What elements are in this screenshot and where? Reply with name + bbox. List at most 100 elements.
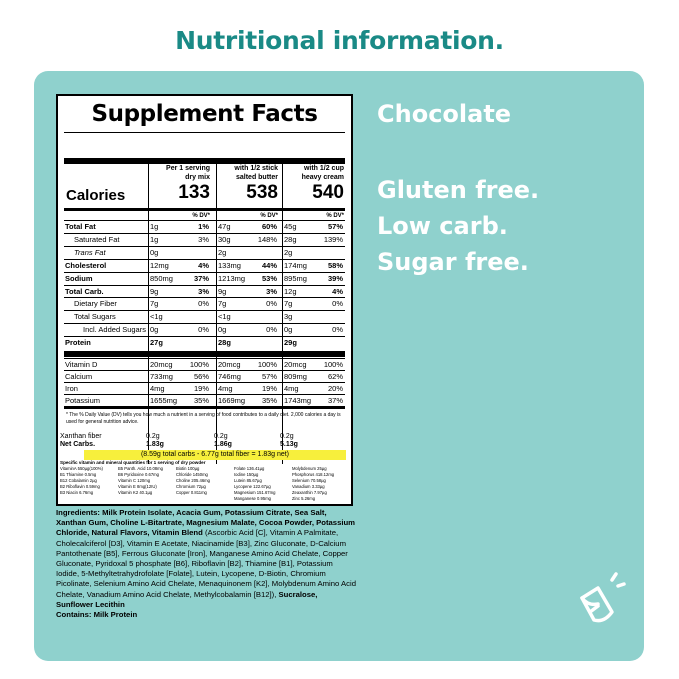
nutrient-amount: 7g [218,299,227,309]
contains-allergens: Contains: Milk Protein [56,610,138,620]
nutrient-name: Total Sugars [74,312,116,322]
nutrient-dv: 60% [261,222,277,231]
nutrient-dv: 19% [261,384,277,393]
nutrient-dv: 100% [323,360,343,369]
nutrient-dv: 0% [332,299,343,309]
vitamin-entry: B1 Thiamine 0.5mg [60,472,97,477]
nutrient-amount: 0g [284,325,293,335]
nutrient-row: Potassium 1655mg 35% 1669mg 35% 1743mg 37% [64,394,345,406]
nutrient-dv: 35% [261,396,277,405]
vitamin-column: Molybdenum 25µg Phosphorus 418.12mg Seleni… [292,466,348,502]
nutrient-amount: 1g [150,222,159,231]
nutrient-amount: 9g [218,286,227,296]
nutrient-amount: 28g [284,234,297,244]
nutrient-dv: 62% [327,372,343,381]
nutrient-dv: 0% [266,299,277,309]
nutrient-dv: 0% [198,299,209,309]
divider [64,132,345,133]
nutrient-name: Total Fat [65,222,96,231]
vitamin-grid-header: Specific vitamin and mineral quantities … [60,460,206,465]
vitamin-entry: Folate 136.41µg [234,466,265,471]
supplement-facts-title: Supplement Facts [91,101,318,127]
nutrient-amount: 0g [150,325,159,335]
nutrient-dv: 57% [261,372,277,381]
nutrient-name: Iron [65,384,78,393]
nutrient-amount: 30g [218,234,231,244]
vitamin-entry: Vitamin E 8mg(12IU) [118,484,157,489]
nutrient-name: Calcium [65,372,93,381]
nutrient-amount: 12g [284,286,297,296]
nutrient-amount: 20mcg [150,360,173,369]
dv-label: % DV* [326,213,344,219]
vitamin-entry: Zinc 5.26mg [292,496,316,501]
xanthan-row: Xanthan fiber 0.2g 0.2g 0.2g [60,433,294,440]
daily-value-footnote: * The % Daily Value (DV) tells you how m… [66,412,341,425]
nutrient-dv: 44% [261,260,277,270]
nutrient-amount: 7g [150,299,159,309]
nutrient-amount: 28g [218,338,231,348]
nutrient-dv: 148% [257,234,277,244]
nutrient-name: Total Carb. [65,286,104,296]
vitamin-entry: Copper 0.811mg [176,490,207,495]
nutrient-row: Sodium 850mg 37% 1213mg 53% 895mg 39% [64,271,345,284]
nutrient-amount: 20mcg [284,360,307,369]
nutrient-dv: 53% [261,273,277,283]
calories-dry: 133 [178,182,210,203]
ingredients-text: Ingredients: Milk Protein Isolate, Acaci… [56,508,356,620]
nutrient-amount: 29g [284,338,297,348]
nutrient-dv: 19% [193,384,209,393]
claims-list: Gluten free. Low carb. Sugar free. [377,172,539,280]
vitamin-entry: Chromium 72µg [176,484,206,489]
net-carbs-row: Net Carbs. 1.83g 1.86g 5.13g [60,441,298,448]
nutrient-dv: 56% [193,372,209,381]
nutrient-row: Iron 4mg 19% 4mg 19% 4mg 20% [64,382,345,394]
nutrient-row: Protein 27g 28g 29g [64,336,345,348]
vitamin-entry: Vanadium 3.33µg [292,484,325,489]
claim-gluten-free: Gluten free. [377,176,540,204]
nutrient-dv: 100% [189,360,209,369]
vitamin-entry: B12 Cobalamin 2µg [60,478,97,483]
vitamin-entry: Magnesium 151.67mg [234,490,276,495]
nutrient-amount: 2g [284,247,293,257]
vitamin-entry: Phosphorus 418.12mg [292,472,335,477]
col-separator [148,164,149,464]
nutrient-row: Total Fat 1g 1% 47g 60% 45g 57% [64,220,345,232]
nutrient-amount: 1213mg [218,273,246,283]
divider [64,158,345,164]
page-title: Nutritional information. [175,26,504,55]
claim-low-carb: Low carb. [377,212,508,240]
vitamin-mineral-grid: Specific vitamin and mineral quantities … [60,460,350,501]
vitamin-column: VitaminA 550µg(100%) B1 Thiamine 0.5mg B12… [60,466,116,496]
claim-sugar-free: Sugar free. [377,248,529,276]
col-head-cream: with 1/2 cup heavy cream [301,165,344,181]
vitamin-column: Folate 136.41µg Iodine 150µg Lutein 85.67µ… [234,466,290,502]
nutrient-name: Protein [65,338,91,348]
nutrient-amount: 7g [284,299,293,309]
nutrient-amount: 20mcg [218,360,241,369]
supplement-facts-label: Supplement Facts Per 1 serving dry mix wi… [56,94,353,506]
nutrient-dv: 100% [257,360,277,369]
nutrient-dv: 0% [198,325,209,335]
nutrient-dv: 0% [332,325,343,335]
ingredients-blend: (Ascorbic Acid [C], Vitamin A Palmitate,… [56,528,356,599]
nutrient-amount: 45g [284,222,297,231]
nutrient-amount: 27g [150,338,163,348]
nutrient-amount: 47g [218,222,231,231]
flavor-name: Chocolate [377,100,512,128]
net-carbs-note: (8.59g total carbs - 6.77g total fiber =… [84,450,346,460]
ingredients-main: Milk Protein Isolate, Acacia Gum, Potass… [56,508,356,538]
nutrient-amount: 12mg [150,260,169,270]
nutrient-row: Cholesterol 12mg 4% 133mg 44% 174mg 58% [64,258,345,271]
nutrient-dv: 3% [266,286,277,296]
nutrient-amount: 4mg [284,384,299,393]
nutrient-amount: 0g [150,247,159,257]
col-separator [216,164,217,464]
nutrient-dv: 3% [198,234,209,244]
vitamin-entry: Iodine 150µg [234,472,259,477]
nutrient-row: Dietary Fiber 7g 0% 7g 0% 7g 0% [64,297,345,309]
col-separator [282,164,283,464]
nutrient-dv: 20% [327,384,343,393]
vitamin-entry: Lycopene 122.67µg [234,484,271,489]
nutrient-row: Total Sugars <1g <1g 3g [64,310,345,322]
nutrient-dv: 39% [327,273,343,283]
